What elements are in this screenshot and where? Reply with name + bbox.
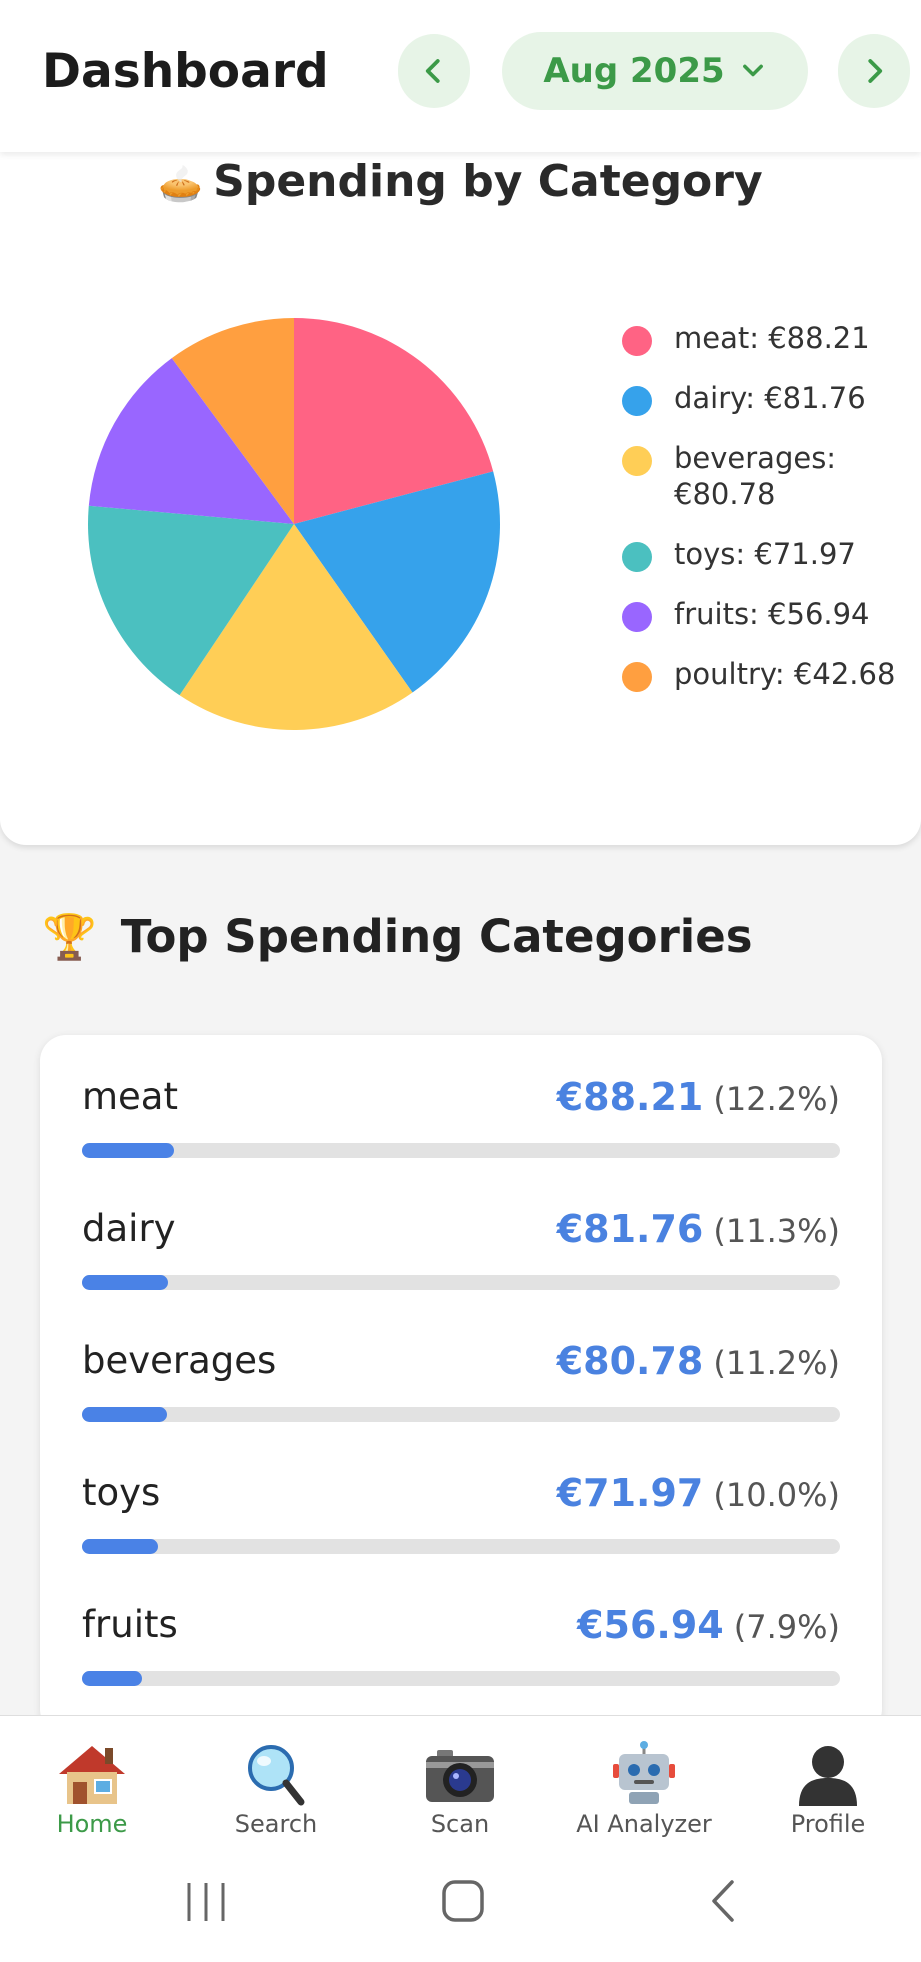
magnifier-icon: [248, 1745, 305, 1806]
trophy-icon: 🏆: [42, 911, 97, 963]
page-title: Dashboard: [42, 44, 329, 99]
category-amount-group: €88.21 (12.2%): [557, 1075, 840, 1119]
category-percentage: (11.2%): [713, 1344, 840, 1382]
category-name: toys: [82, 1471, 161, 1514]
category-row-dairy[interactable]: dairy €81.76 (11.3%): [82, 1207, 840, 1317]
category-progress-track: [82, 1143, 840, 1158]
category-progress-track: [82, 1671, 840, 1686]
pie-slice-meat[interactable]: [294, 318, 494, 524]
category-amount-group: €81.76 (11.3%): [557, 1207, 840, 1251]
category-progress-track: [82, 1539, 840, 1554]
legend-item-poultry[interactable]: poultry: €42.68: [622, 656, 912, 692]
category-row-toys[interactable]: toys €71.97 (10.0%): [82, 1471, 840, 1581]
recent-apps-icon[interactable]: [183, 1879, 229, 1925]
category-name: dairy: [82, 1207, 176, 1250]
category-progress-track: [82, 1407, 840, 1422]
legend-label: meat: €88.21: [674, 321, 870, 355]
legend-swatch: [622, 542, 652, 572]
pie-slice-dairy[interactable]: [294, 471, 501, 693]
category-row-beverages[interactable]: beverages €80.78 (11.2%): [82, 1339, 840, 1449]
category-row-fruits[interactable]: fruits €56.94 (7.9%): [82, 1603, 840, 1713]
tab-home-label: Home: [56, 1810, 128, 1838]
category-amount-group: €80.78 (11.2%): [557, 1339, 840, 1383]
legend-label: beverages: €80.78: [674, 441, 837, 511]
pie-card-title-text: Spending by Category: [213, 156, 763, 207]
category-amount: €81.76: [556, 1207, 704, 1251]
person-silhouette-icon: [799, 1746, 857, 1806]
app-header: Dashboard Aug 2025: [0, 0, 921, 152]
legend-swatch: [622, 662, 652, 692]
next-month-button[interactable]: [838, 34, 910, 108]
top-categories-card: meat €88.21 (12.2%) dairy €81.76 (11.3%) bever…: [40, 1035, 882, 1735]
legend-label: dairy: €81.76: [674, 381, 866, 415]
month-selector[interactable]: Aug 2025: [502, 32, 808, 110]
chevron-right-icon: [868, 59, 883, 83]
bottom-navigation: Home Search Scan: [0, 1715, 921, 1845]
legend-label: toys: €71.97: [674, 537, 856, 571]
category-progress-fill: [82, 1275, 168, 1290]
category-amount: €71.97: [556, 1471, 704, 1515]
system-navigation-bar: [0, 1845, 921, 1962]
legend-swatch: [622, 386, 652, 416]
pie-slice-poultry[interactable]: [171, 318, 294, 524]
chevron-down-icon: [742, 64, 763, 77]
robot-icon: [613, 1741, 675, 1804]
category-name: fruits: [82, 1603, 178, 1646]
legend-item-dairy[interactable]: dairy: €81.76: [622, 380, 912, 416]
category-row-meat[interactable]: meat €88.21 (12.2%): [82, 1075, 840, 1185]
chevron-left-icon: [425, 59, 440, 83]
legend-label: fruits: €56.94: [674, 597, 870, 631]
category-percentage: (12.2%): [713, 1080, 840, 1118]
pie-slice-fruits[interactable]: [88, 358, 294, 524]
tab-search-label: Search: [234, 1810, 318, 1838]
category-amount: €56.94: [577, 1603, 724, 1647]
legend-item-beverages[interactable]: beverages: €80.78: [622, 440, 912, 512]
category-amount-group: €71.97 (10.0%): [557, 1471, 840, 1515]
legend-swatch: [622, 602, 652, 632]
pie-slice-toys[interactable]: [87, 505, 294, 696]
legend-item-meat[interactable]: meat: €88.21: [622, 320, 912, 356]
house-icon: [59, 1746, 125, 1804]
category-percentage: (10.0%): [713, 1476, 840, 1514]
tab-scan-label: Scan: [430, 1810, 490, 1838]
category-progress-track: [82, 1275, 840, 1290]
top-spending-title: 🏆 Top Spending Categories: [42, 910, 753, 963]
category-percentage: (11.3%): [713, 1212, 840, 1250]
category-amount-group: €56.94 (7.9%): [577, 1603, 840, 1647]
category-amount: €80.78: [556, 1339, 704, 1383]
legend-item-fruits[interactable]: fruits: €56.94: [622, 596, 912, 632]
home-button-icon[interactable]: [440, 1878, 486, 1924]
category-progress-fill: [82, 1671, 142, 1686]
pie-slice-beverages[interactable]: [179, 524, 413, 730]
category-progress-fill: [82, 1407, 167, 1422]
tab-home[interactable]: Home: [0, 1716, 184, 1846]
legend-label: poultry: €42.68: [674, 657, 896, 691]
category-name: beverages: [82, 1339, 277, 1382]
previous-month-button[interactable]: [398, 34, 470, 108]
pie-card-title: 🥧 Spending by Category: [0, 156, 921, 207]
spending-pie-chart[interactable]: [80, 310, 508, 738]
camera-icon: [426, 1750, 494, 1802]
category-percentage: (7.9%): [733, 1608, 840, 1646]
category-name: meat: [82, 1075, 178, 1118]
tab-profile-label: Profile: [790, 1810, 866, 1838]
category-amount: €88.21: [556, 1075, 704, 1119]
tab-ai-analyzer-label: AI Analyzer: [576, 1810, 712, 1838]
tab-scan[interactable]: Scan: [368, 1716, 552, 1846]
legend-item-toys[interactable]: toys: €71.97: [622, 536, 912, 572]
category-progress-fill: [82, 1539, 158, 1554]
back-icon[interactable]: [702, 1878, 748, 1924]
pie-emoji-icon: 🥧: [158, 164, 204, 205]
legend-swatch: [622, 446, 652, 476]
tab-ai-analyzer[interactable]: AI Analyzer: [552, 1716, 736, 1846]
legend-swatch: [622, 326, 652, 356]
pie-legend: meat: €88.21 dairy: €81.76 beverages: €80.…: [622, 320, 912, 716]
month-label: Aug 2025: [543, 51, 725, 91]
top-spending-title-text: Top Spending Categories: [120, 910, 753, 963]
tab-search[interactable]: Search: [184, 1716, 368, 1846]
tab-profile[interactable]: Profile: [736, 1716, 920, 1846]
category-progress-fill: [82, 1143, 175, 1158]
